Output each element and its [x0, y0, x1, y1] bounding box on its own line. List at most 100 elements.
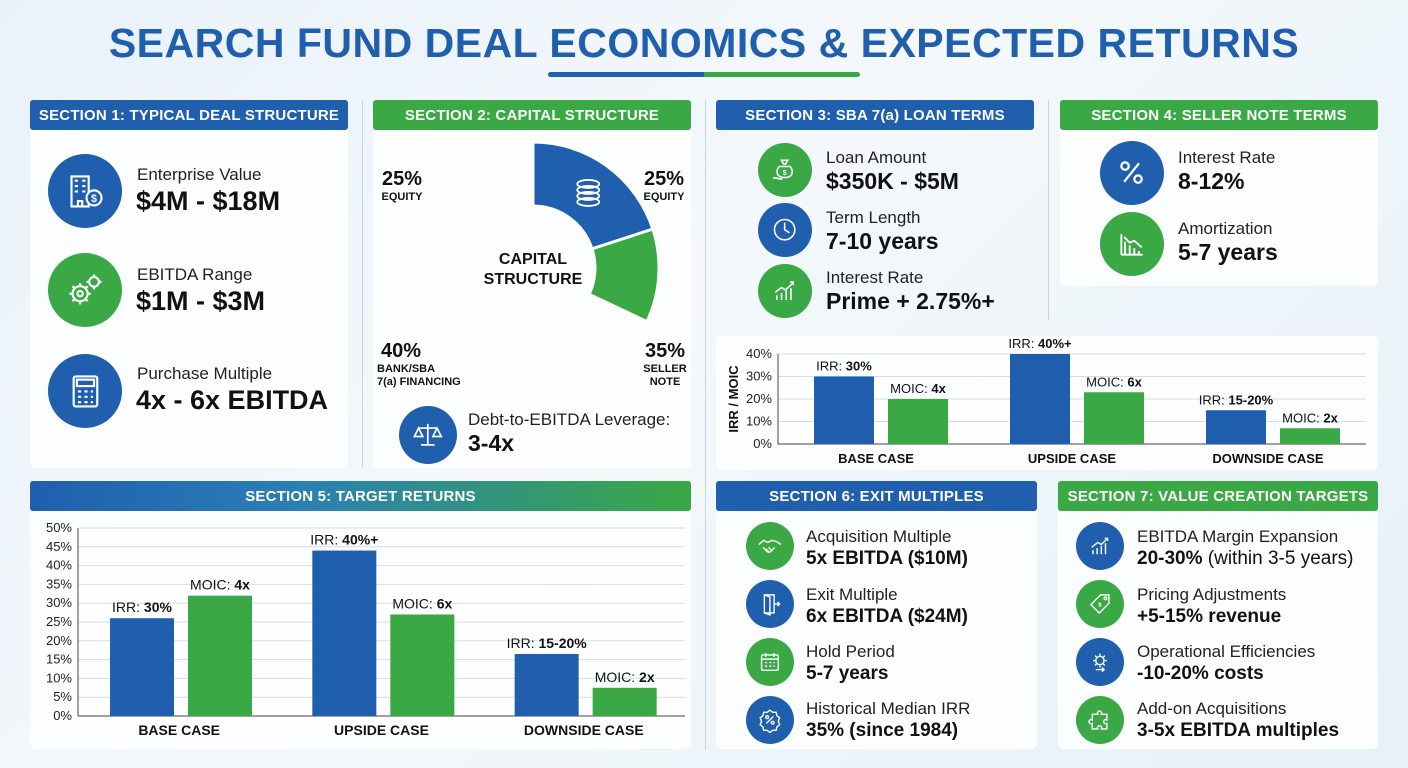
enterprise-value-label: Enterprise Value	[137, 165, 262, 184]
historical-irr-label: Historical Median IRR	[806, 699, 971, 718]
pricing-adjustments-value: +5-15% revenue	[1137, 606, 1282, 627]
donut-center-label: STRUCTURE	[484, 271, 583, 288]
y-tick-label: 0%	[53, 708, 72, 723]
section3-header: SECTION 3: SBA 7(a) LOAN TERMS	[716, 100, 1034, 130]
exit-multiple-label: Exit Multiple	[806, 585, 898, 604]
percent-icon	[1100, 141, 1164, 205]
section2-header: SECTION 2: CAPITAL STRUCTURE	[373, 100, 691, 130]
add-on-acquisitions-value: 3-5x EBITDA multiples	[1137, 720, 1340, 741]
interest-rate-value: Prime + 2.75%+	[826, 288, 995, 314]
percent-badge-icon	[746, 696, 794, 744]
y-tick-label: 50%	[46, 520, 72, 535]
x-category-label: UPSIDE CASE	[1028, 451, 1116, 466]
interest-rate-label: Interest Rate	[826, 268, 924, 287]
margin-expansion-value: 20-30% (within 3-5 years)	[1137, 548, 1354, 569]
divider	[705, 100, 706, 750]
exit-door-icon	[746, 580, 794, 628]
irr-bar	[514, 653, 579, 716]
x-category-label: BASE CASE	[138, 722, 220, 738]
donut-slice	[531, 140, 655, 251]
bar-data-label: MOIC: 4x	[190, 577, 250, 593]
bar-data-label: IRR: 40%+	[1008, 336, 1072, 351]
scale-icon	[399, 406, 457, 464]
x-category-label: DOWNSIDE CASE	[524, 722, 644, 738]
exit-multiple-value: 6x EBITDA ($24M)	[806, 606, 968, 627]
bar-data-label: MOIC: 2x	[595, 669, 655, 685]
moic-bar	[888, 399, 948, 444]
moic-bar	[1084, 392, 1144, 444]
bar-data-label: MOIC: 2x	[1282, 410, 1338, 425]
leverage-value: 3-4x	[468, 430, 515, 456]
coins-icon	[576, 179, 601, 207]
y-tick-label: 40%	[746, 346, 772, 361]
moic-bar	[390, 614, 455, 716]
purchase-multiple-label: Purchase Multiple	[137, 364, 273, 383]
section6-header: SECTION 6: EXIT MULTIPLES	[716, 481, 1037, 511]
seller-interest-rate-label: Interest Rate	[1178, 148, 1276, 167]
section4-header: SECTION 4: SELLER NOTE TERMS	[1060, 100, 1378, 130]
divider	[1048, 100, 1049, 320]
irr-bar	[1010, 354, 1070, 444]
y-axis-label: IRR / MOIC	[726, 365, 741, 433]
bar-data-label: IRR: 30%	[816, 359, 872, 374]
y-tick-label: 40%	[46, 558, 72, 573]
term-length-value: 7-10 years	[826, 228, 939, 254]
declining-chart-icon	[1100, 212, 1164, 276]
donut-center-label: CAPITAL	[499, 251, 567, 268]
svg-text:$: $	[1098, 603, 1101, 609]
ebitda-range-value: $1M - $3M	[136, 286, 266, 316]
bar-data-label: IRR: 15-20%	[1199, 392, 1274, 407]
y-tick-label: 20%	[746, 391, 772, 406]
bar-data-label: IRR: 30%	[112, 599, 172, 615]
y-tick-label: 10%	[746, 414, 772, 429]
bar-data-label: MOIC: 4x	[890, 381, 946, 396]
y-tick-label: 10%	[46, 670, 72, 685]
irr-bar	[814, 376, 874, 444]
purchase-multiple-value: 4x - 6x EBITDA	[136, 385, 329, 415]
building-dollar-icon: $	[48, 154, 122, 228]
handshake-icon	[746, 522, 794, 570]
acquisition-multiple-value: 5x EBITDA ($10M)	[806, 548, 968, 569]
margin-expansion-label: EBITDA Margin Expansion	[1137, 527, 1339, 546]
svg-text:$: $	[783, 170, 787, 177]
calculator-icon	[48, 354, 122, 428]
operational-efficiencies-label: Operational Efficiencies	[1137, 642, 1316, 661]
loan-amount-label: Loan Amount	[826, 148, 927, 167]
x-category-label: UPSIDE CASE	[334, 722, 429, 738]
irr-bar	[110, 618, 174, 716]
x-category-label: DOWNSIDE CASE	[1212, 451, 1324, 466]
ebitda-range-label: EBITDA Range	[137, 265, 253, 284]
bar-data-label: IRR: 40%+	[310, 532, 378, 548]
capital-structure-donut: CAPITAL STRUCTURE	[484, 140, 659, 324]
leverage-label: Debt-to-EBITDA Leverage:	[468, 410, 671, 429]
historical-irr-value: 35% (since 1984)	[806, 720, 959, 741]
growth-chart-icon	[758, 264, 812, 318]
svg-text:$: $	[91, 193, 97, 205]
y-tick-label: 35%	[46, 576, 72, 591]
hold-period-value: 5-7 years	[806, 663, 889, 684]
acquisition-multiple-label: Acquisition Multiple	[806, 527, 952, 546]
section5-header: SECTION 5: TARGET RETURNS	[30, 481, 691, 511]
bar-data-label: IRR: 15-20%	[507, 635, 588, 651]
bar-growth-icon	[1076, 522, 1124, 570]
y-tick-label: 15%	[46, 652, 72, 667]
page-title: SEARCH FUND DEAL ECONOMICS & EXPECTED RE…	[108, 20, 1300, 66]
y-tick-label: 20%	[46, 633, 72, 648]
add-on-acquisitions-label: Add-on Acquisitions	[1137, 699, 1287, 718]
pricing-adjustments-label: Pricing Adjustments	[1137, 585, 1287, 604]
section1-header: SECTION 1: TYPICAL DEAL STRUCTURE	[30, 100, 348, 130]
y-tick-label: 0%	[753, 436, 772, 451]
bar-data-label: MOIC: 6x	[392, 595, 452, 611]
y-tick-label: 25%	[46, 614, 72, 629]
pie-label-equity-right: 25% EQUITY	[643, 168, 685, 203]
calendar-icon	[746, 638, 794, 686]
hold-period-label: Hold Period	[806, 642, 895, 661]
irr-bar	[312, 550, 377, 716]
price-tag-icon: $	[1076, 580, 1124, 628]
x-category-label: BASE CASE	[838, 451, 914, 466]
target-returns-chart: 0% 5% 10% 15% 20% 25% 30% 35% 40% 45% 50% BASE CASE…	[46, 520, 685, 738]
pie-label-bank-sba: 40% BANK/SBA 7(a) FINANCING	[377, 340, 461, 388]
y-tick-label: 5%	[53, 689, 72, 704]
y-tick-label: 30%	[746, 369, 772, 384]
money-bag-icon: $	[758, 143, 812, 197]
